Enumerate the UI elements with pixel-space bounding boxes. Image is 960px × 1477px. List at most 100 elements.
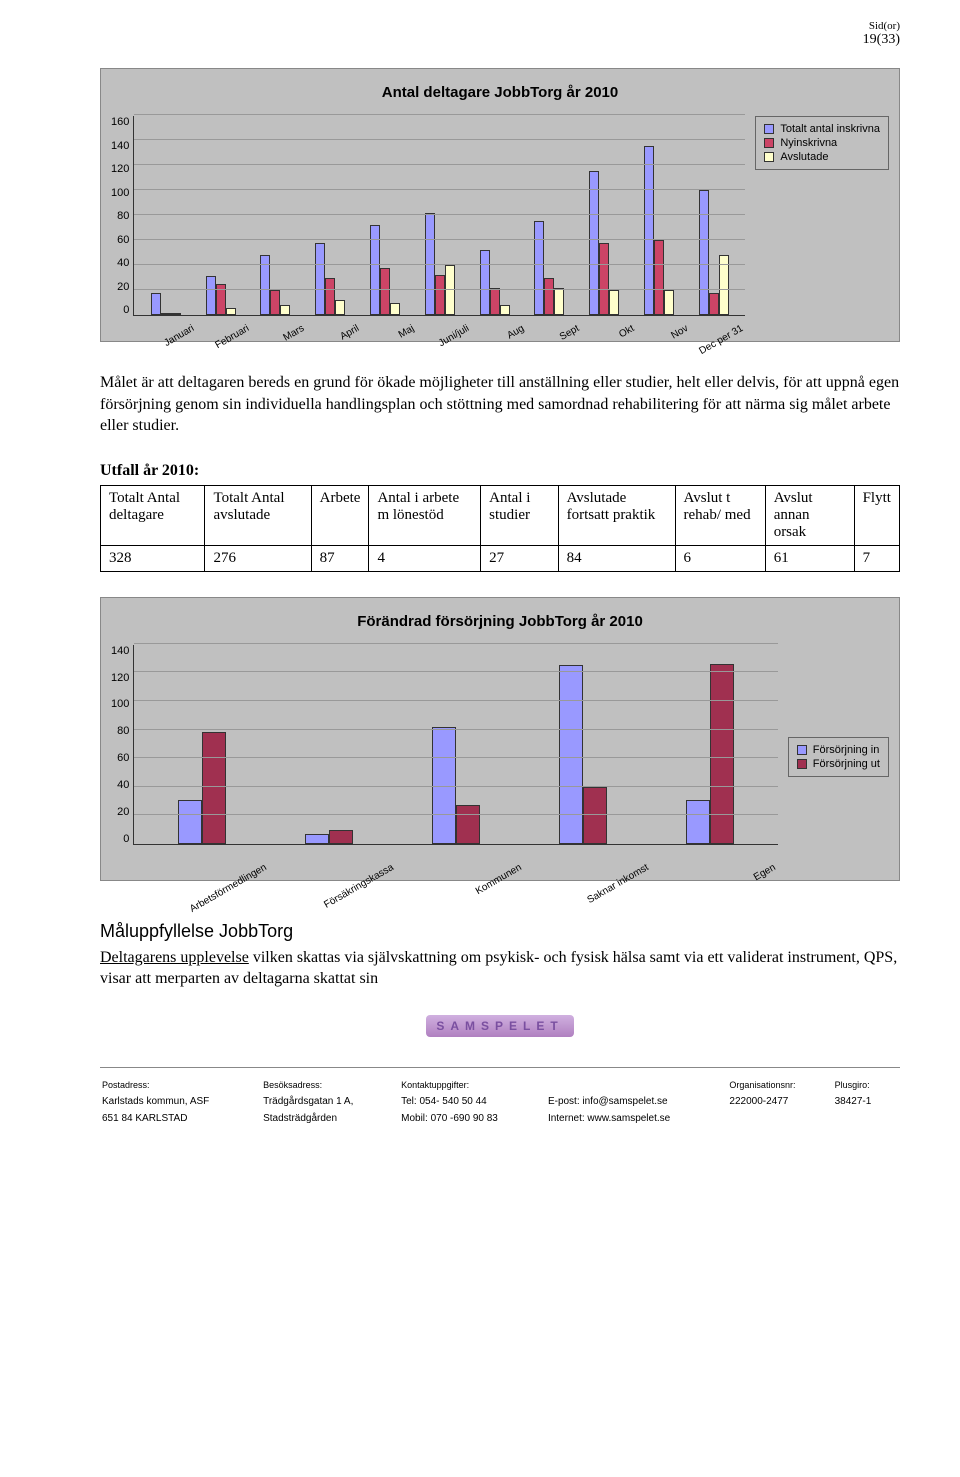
y-tick-label: 0: [111, 833, 129, 845]
x-tick-label: Februari: [203, 320, 256, 357]
x-tick-label: Maj: [368, 320, 421, 357]
legend-label: Försörjning in: [813, 744, 880, 756]
footer-label: Besöksadress:: [263, 1078, 399, 1092]
table-cell: 84: [558, 545, 675, 571]
y-tick-label: 80: [111, 725, 129, 737]
goal-paragraph: Målet är att deltagaren bereds en grund …: [100, 372, 900, 437]
x-tick-label: Mars: [258, 320, 311, 357]
bar: [544, 278, 554, 316]
bar: [206, 276, 216, 315]
table-header-cell: Arbete: [311, 485, 369, 545]
bar: [699, 190, 709, 315]
bar-group: [303, 243, 358, 316]
table-cell: 276: [205, 545, 311, 571]
y-tick-label: 40: [111, 779, 129, 791]
bar: [480, 250, 490, 315]
chart-forandrad-forsorjning: Förändrad försörjning JobbTorg år 2010 1…: [100, 597, 900, 881]
legend-swatch: [764, 152, 774, 162]
utfall-table: Totalt Antal deltagareTotalt Antal avslu…: [100, 485, 900, 572]
x-tick-label: Dec per 31: [698, 320, 751, 357]
footer-value: Internet: www.samspelet.se: [548, 1111, 727, 1126]
bar-group: [138, 732, 265, 843]
legend-item: Avslutade: [764, 151, 880, 163]
chart1-y-axis: 160140120100806040200: [111, 116, 133, 316]
bar: [171, 313, 181, 315]
y-tick-label: 0: [111, 304, 129, 316]
footer-value: Trädgårdsgatan 1 A,: [263, 1094, 399, 1109]
chart2-title: Förändrad försörjning JobbTorg år 2010: [111, 613, 889, 630]
bar: [178, 800, 202, 844]
bar: [380, 268, 390, 316]
y-tick-label: 160: [111, 116, 129, 128]
bar: [456, 805, 480, 844]
table-header-cell: Avslut t rehab/ med: [675, 485, 765, 545]
maluppfyllelse-heading: Måluppfyllelse JobbTorg: [100, 921, 900, 942]
footer-table: Postadress:Besöksadress:Kontaktuppgifter…: [100, 1076, 900, 1128]
footer-label: Postadress:: [102, 1078, 261, 1092]
bar: [599, 243, 609, 316]
gridline: [134, 214, 745, 215]
legend-swatch: [797, 759, 807, 769]
bar: [270, 290, 280, 315]
gridline: [134, 189, 745, 190]
legend-item: Försörjning ut: [797, 758, 880, 770]
x-tick-label: Juni/juli: [423, 320, 476, 357]
table-cell: 87: [311, 545, 369, 571]
chart1-plot-area: [133, 116, 745, 316]
footer-label: Plusgiro:: [835, 1078, 898, 1092]
chart1-legend: Totalt antal inskrivna Nyinskrivna Avsluta…: [745, 116, 889, 170]
legend-item: Nyinskrivna: [764, 137, 880, 149]
y-tick-label: 100: [111, 187, 129, 199]
utfall-heading: Utfall år 2010:: [100, 462, 900, 480]
bar-group: [138, 293, 193, 316]
gridline: [134, 289, 745, 290]
legend-swatch: [797, 745, 807, 755]
footer-label: [548, 1078, 727, 1092]
gridline: [134, 814, 777, 815]
chart2-x-labels: ArbetsförmedlingenFörsäkringskassaKommun…: [141, 855, 778, 870]
table-header-cell: Antal i arbete m lönestöd: [369, 485, 481, 545]
chart2-legend: Försörjning in Försörjning ut: [778, 737, 889, 777]
bar: [589, 171, 599, 315]
bar: [664, 290, 674, 315]
bar: [445, 265, 455, 315]
para2-underline: Deltagarens upplevelse: [100, 949, 249, 966]
table-cell: 61: [765, 545, 854, 571]
y-tick-label: 60: [111, 752, 129, 764]
bar: [686, 800, 710, 844]
bar: [654, 240, 664, 315]
footer-label: Organisationsnr:: [729, 1078, 832, 1092]
footer-value: Karlstads kommun, ASF: [102, 1094, 261, 1109]
footer-value: 38427-1: [835, 1094, 898, 1109]
table-header-cell: Flytt: [854, 485, 899, 545]
legend-label: Avslutade: [780, 151, 828, 163]
bar: [609, 290, 619, 315]
gridline: [134, 786, 777, 787]
bar: [305, 834, 329, 844]
bar: [315, 243, 325, 316]
table-header-cell: Avslutade fortsatt praktik: [558, 485, 675, 545]
y-tick-label: 20: [111, 281, 129, 293]
y-tick-label: 120: [111, 672, 129, 684]
y-tick-label: 100: [111, 698, 129, 710]
legend-label: Totalt antal inskrivna: [780, 123, 880, 135]
bar: [559, 665, 583, 844]
table-row: 32827687427846617: [101, 545, 900, 571]
bar-group: [577, 171, 632, 315]
table-header-cell: Totalt Antal deltagare: [101, 485, 205, 545]
bar: [534, 221, 544, 315]
gridline: [134, 164, 745, 165]
table-cell: 328: [101, 545, 205, 571]
bar: [202, 732, 226, 843]
footer-separator: [100, 1067, 900, 1068]
x-tick-label: Sept: [533, 320, 586, 357]
x-tick-label: Aug: [478, 320, 531, 357]
x-tick-label: Okt: [588, 320, 641, 357]
table-header-cell: Antal i studier: [481, 485, 558, 545]
bar: [435, 275, 445, 315]
legend-item: Totalt antal inskrivna: [764, 123, 880, 135]
footer-value: E-post: info@samspelet.se: [548, 1094, 727, 1109]
bar: [151, 293, 161, 316]
bar: [709, 293, 719, 316]
legend-item: Försörjning in: [797, 744, 880, 756]
